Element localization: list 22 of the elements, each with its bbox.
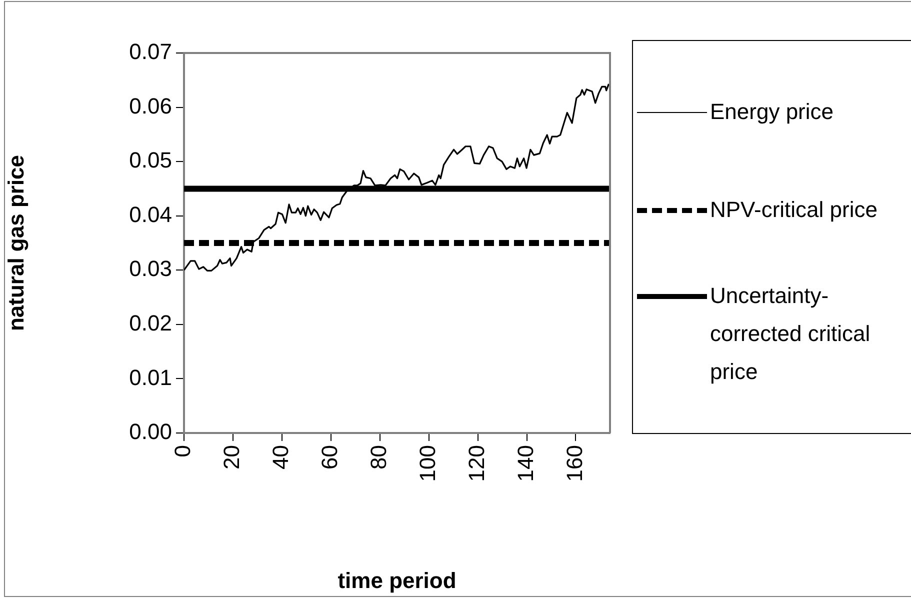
x-tick-label: 160 — [562, 445, 587, 482]
x-axis-title: time period — [338, 568, 456, 593]
legend-label: NPV-critical price — [710, 196, 878, 224]
y-tick-label: 0.07 — [129, 39, 172, 64]
y-tick-label: 0.05 — [129, 148, 172, 173]
legend-label: Uncertainty-corrected critical price — [710, 282, 872, 386]
x-tick-label: 0 — [170, 445, 196, 458]
y-tick-label: 0.00 — [129, 419, 172, 444]
x-tick-label: 100 — [414, 445, 440, 482]
y-tick-label: 0.03 — [129, 256, 172, 282]
x-tick-label: 140 — [512, 445, 538, 482]
x-tick-label: 60 — [316, 445, 342, 470]
y-tick-label: 0.02 — [129, 310, 172, 336]
x-tick-label: 120 — [464, 445, 489, 482]
x-tick-label: 20 — [219, 445, 244, 470]
y-tick-label: 0.04 — [129, 202, 172, 227]
x-tick-label: 80 — [366, 445, 391, 470]
y-tick-label: 0.06 — [129, 93, 172, 118]
y-tick-label: 0.01 — [129, 364, 172, 390]
y-axis-title: natural gas price — [3, 154, 28, 332]
x-tick-label: 40 — [268, 445, 293, 470]
legend-label: Energy price — [710, 98, 835, 126]
